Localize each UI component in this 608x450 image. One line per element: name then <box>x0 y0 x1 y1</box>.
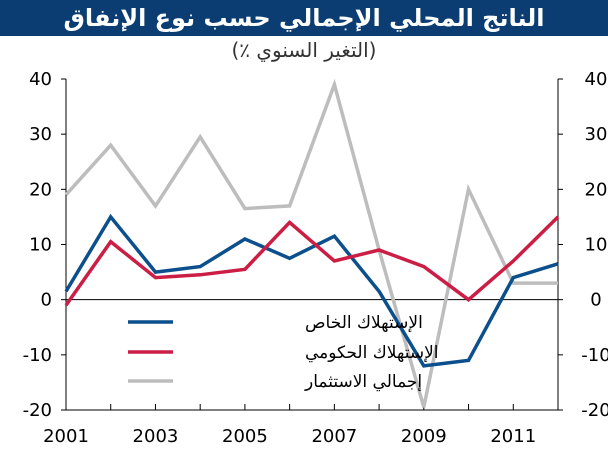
x-tick-label: 2009 <box>401 426 447 447</box>
series-line-1 <box>64 215 560 307</box>
legend-label-0: الإستهلاك الخاص <box>305 313 423 333</box>
chart-title: الناتج المحلي الإجمالي حسب نوع الإنفاق <box>63 4 545 32</box>
x-tick-label: 2005 <box>222 426 268 447</box>
series-line-2 <box>64 78 558 408</box>
title-bar: الناتج المحلي الإجمالي حسب نوع الإنفاق <box>0 0 608 36</box>
legend-label-2: إجمالي الاستثمار <box>304 372 422 392</box>
y-tick-label-right: 0 <box>590 290 601 311</box>
x-tick-label: 2001 <box>43 426 89 447</box>
y-tick-label-left: -10 <box>23 345 52 366</box>
chart-subtitle: (التغير السنوي ٪) <box>231 38 377 62</box>
y-tick-label-left: 0 <box>41 290 52 311</box>
series-line-0 <box>64 213 559 368</box>
y-tick-label-right: 20 <box>585 179 608 200</box>
chart-axes: -20 -20 -10 -10 0 0 10 10 20 20 30 30 40 40 2001 2003 20… <box>23 69 608 447</box>
y-tick-label-right: 10 <box>585 235 608 256</box>
x-tick-label: 2011 <box>490 426 536 447</box>
y-tick-label-left: -20 <box>23 400 52 421</box>
x-tick-label: 2007 <box>311 426 357 447</box>
x-tick-label: 2003 <box>133 426 179 447</box>
chart-legend: الإستهلاك الخاص الإستهلاك الحكومي إجمالي ا… <box>128 313 439 392</box>
legend-label-1: الإستهلاك الحكومي <box>305 343 439 363</box>
y-tick-label-left: 40 <box>29 69 52 90</box>
y-tick-label-right: -10 <box>581 345 608 366</box>
y-tick-label-left: 30 <box>29 124 52 145</box>
series-lines <box>64 78 560 408</box>
y-tick-label-right: 30 <box>585 124 608 145</box>
y-tick-label-right: -20 <box>581 400 608 421</box>
y-tick-label-left: 20 <box>29 179 52 200</box>
y-tick-label-right: 40 <box>585 69 608 90</box>
y-tick-label-left: 10 <box>29 235 52 256</box>
